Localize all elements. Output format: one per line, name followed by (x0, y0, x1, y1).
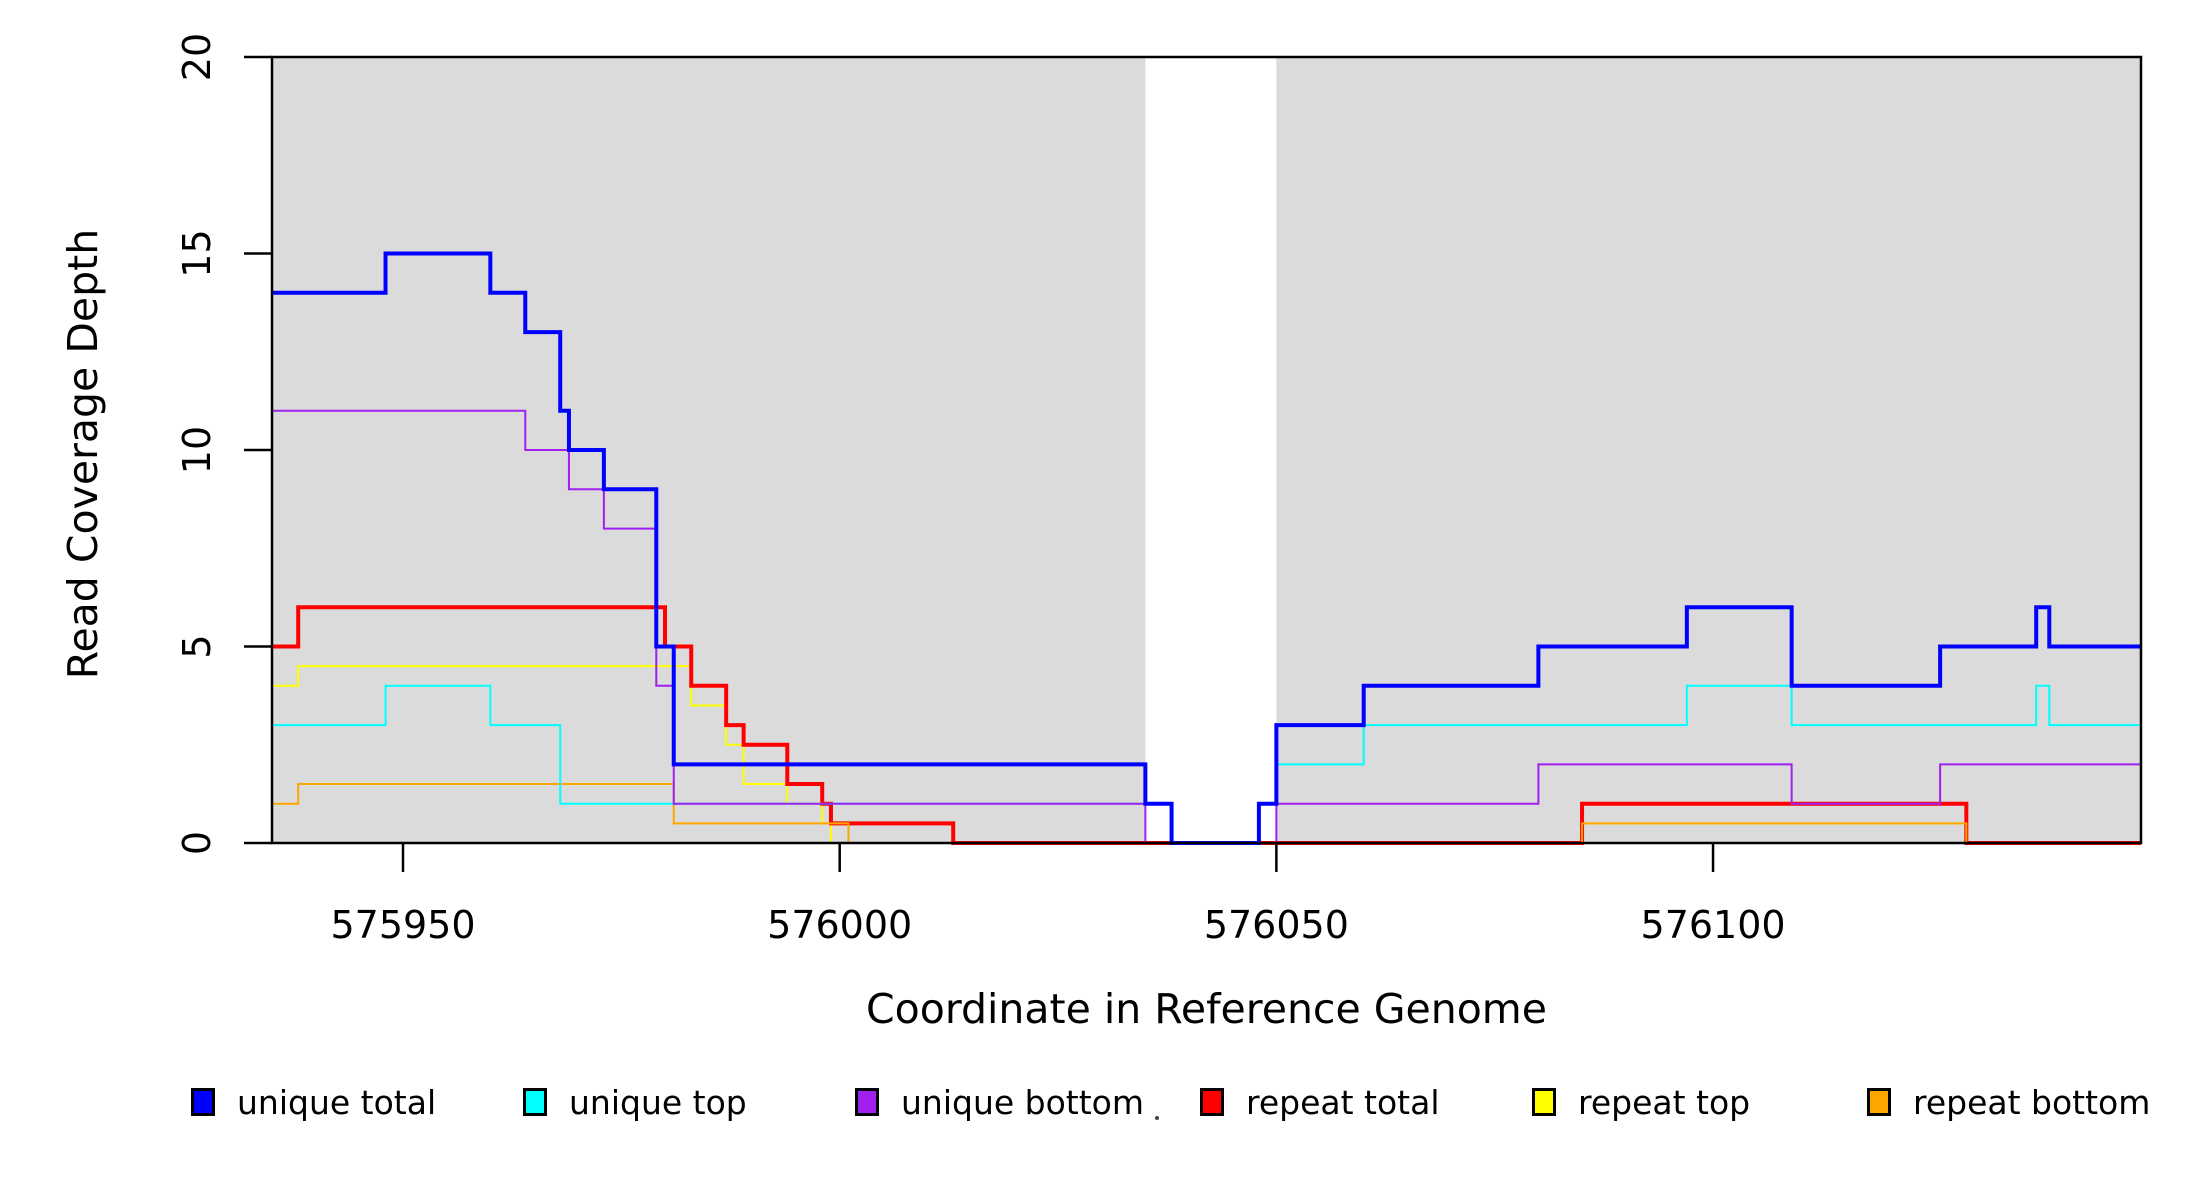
legend-label: repeat top (1578, 1082, 1751, 1122)
series-line-unique-bottom (272, 409, 2141, 844)
legend-item-repeat-bottom: repeat bottom (1867, 1080, 2150, 1124)
x-tick-label: 576050 (1204, 903, 1349, 947)
y-tick-label: 15 (175, 229, 219, 277)
unique-top-swatch-icon (523, 1088, 547, 1116)
stray-dot (1155, 1116, 1159, 1120)
x-axis-title: Coordinate in Reference Genome (866, 985, 1547, 1033)
y-tick-label: 0 (175, 831, 219, 855)
legend-item-repeat-total: repeat total (1200, 1080, 1440, 1124)
series-line-repeat-bottom (272, 783, 2141, 844)
legend-item-unique-top: unique top (523, 1080, 747, 1124)
y-tick-label: 20 (175, 33, 219, 81)
legend-label: unique top (569, 1082, 747, 1122)
unique-bottom-swatch-icon (855, 1088, 879, 1116)
repeat-top-swatch-icon (1532, 1088, 1556, 1116)
legend-item-unique-total: unique total (191, 1080, 436, 1124)
legend-item-repeat-top: repeat top (1532, 1080, 1750, 1124)
legend-label: unique total (237, 1082, 437, 1122)
series-line-unique-total (272, 251, 2141, 845)
y-tick-label: 5 (175, 634, 219, 658)
shaded-region-1 (1276, 57, 2141, 843)
x-tick-label: 575950 (330, 903, 475, 947)
y-tick-label: 10 (175, 426, 219, 474)
x-tick-label: 576100 (1641, 903, 1786, 947)
legend-label: repeat total (1246, 1082, 1440, 1122)
y-axis-title: Read Coverage Depth (59, 228, 107, 680)
unique-total-swatch-icon (191, 1088, 215, 1116)
shaded-region-0 (272, 57, 1146, 843)
x-tick-label: 576000 (767, 903, 912, 947)
legend-label: repeat bottom (1913, 1082, 2151, 1122)
chart-legend: unique total unique top unique bottom re… (0, 1080, 2200, 1140)
repeat-bottom-swatch-icon (1867, 1088, 1891, 1116)
legend-item-unique-bottom: unique bottom (855, 1080, 1144, 1124)
legend-label: unique bottom (901, 1082, 1145, 1122)
repeat-total-swatch-icon (1200, 1088, 1224, 1116)
